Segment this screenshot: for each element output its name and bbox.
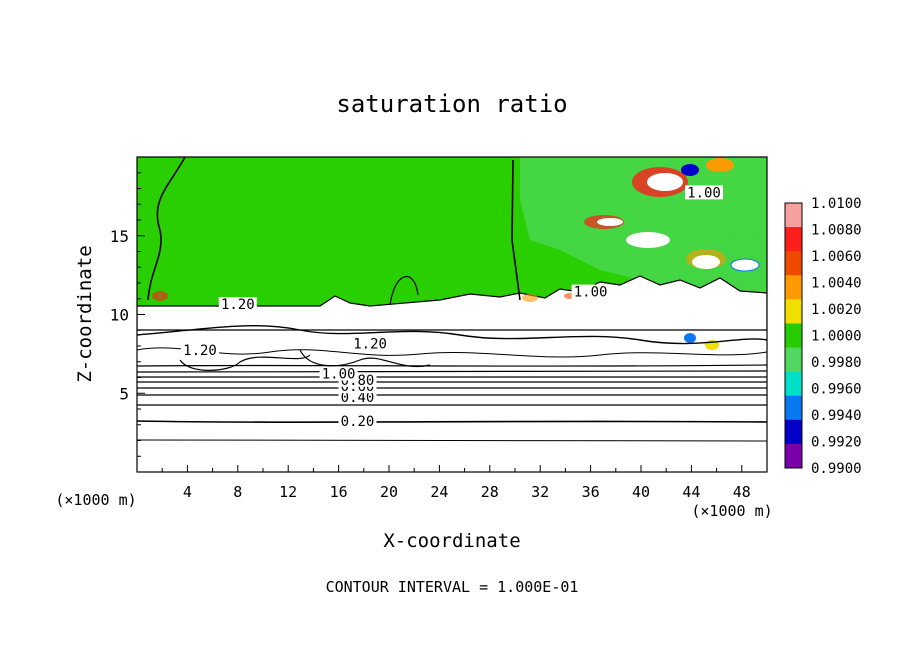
colorbar-frame [784, 202, 803, 469]
y-axis-unit: (×1000 m) [55, 491, 136, 509]
colorbar-swatch [785, 227, 802, 252]
colorbar-swatch [785, 443, 802, 469]
colorbar-level-label: 1.0040 [811, 276, 862, 292]
colorbar-level-label: 1.0020 [811, 302, 862, 318]
x-tick-label: 44 [682, 483, 700, 501]
colorbar-swatch [785, 323, 802, 349]
x-tick-label: 40 [632, 483, 650, 501]
chart-title: saturation ratio [336, 90, 567, 118]
contour-label-bg [181, 342, 219, 357]
layer-contour-100 [137, 364, 767, 367]
colorbar-swatch [785, 419, 802, 445]
y-tick-label: 5 [119, 384, 129, 403]
x-tick-label: 32 [531, 483, 549, 501]
layer-contour-020 [137, 420, 767, 423]
colorbar-level-label: 1.0080 [811, 223, 862, 239]
contour-label: 0.40 [341, 390, 375, 406]
contour-labels: 0.200.400.600.801.001.201.20 1.201.001.00 [181, 185, 723, 430]
colorbar-swatch [785, 275, 802, 300]
contour-label-bg [338, 390, 377, 405]
plot-area: 0.200.400.600.801.001.201.20 1.201.001.00 [137, 157, 767, 472]
colorbar-swatch [785, 347, 802, 373]
x-tick-label: 24 [430, 483, 448, 501]
contour-label: 1.00 [322, 367, 356, 383]
upper-contour-mid [511, 159, 521, 301]
contour-label: 0.20 [341, 414, 375, 430]
x-tick-label: 12 [279, 483, 297, 501]
contour-lines [137, 157, 767, 442]
layer-contour-010 [137, 439, 767, 442]
colorbar-level-label: 0.9900 [811, 461, 862, 477]
x-tick-label: 20 [380, 483, 398, 501]
y-tick-label: 15 [110, 227, 129, 246]
x-tick-label: 4 [183, 483, 192, 501]
contour-interval-footer: CONTOUR INTERVAL = 1.000E-01 [326, 578, 579, 596]
colorbar-level-label: 0.9960 [811, 382, 862, 398]
contour-label-bg [685, 185, 723, 200]
x-axis-label: X-coordinate [383, 530, 520, 552]
cloud-contour-c [179, 354, 311, 371]
colorbar-swatch [785, 203, 802, 228]
contour-label: 1.20 [221, 297, 255, 313]
cloud-region [137, 306, 767, 472]
x-axis: 4 8 12 16 20 24 28 32 36 40 44 48 [161, 465, 751, 501]
colorbar-swatch [785, 299, 802, 324]
contour-label: 1.00 [687, 185, 721, 201]
layer-contour-080 [137, 370, 767, 373]
x-tick-label: 16 [330, 483, 348, 501]
x-tick-label: 36 [582, 483, 600, 501]
cloud-contour-a [137, 325, 767, 345]
colorbar-level-label: 0.9980 [811, 355, 862, 371]
y-axis-label: Z-coordinate [74, 245, 96, 382]
x-tick-label: 28 [481, 483, 499, 501]
contour-label-bg [218, 297, 257, 312]
contour-label-bg [571, 284, 610, 299]
colored-speckles [152, 158, 760, 350]
cloud-contour-b [137, 347, 767, 358]
colorbar: 1.0100 1.0080 1.0060 1.0040 1.0020 1.0000 0.99… [784, 196, 862, 477]
upper-contour-bump [389, 276, 419, 306]
upper-contour-left [147, 157, 186, 301]
x-tick-label: 48 [733, 483, 751, 501]
contour-label: 1.20 [183, 343, 217, 359]
colorbar-level-label: 0.9940 [811, 408, 862, 424]
colorbar-swatch [785, 251, 802, 276]
x-tick-label: 8 [233, 483, 242, 501]
colorbar-swatch [785, 395, 802, 421]
contour-label: 1.00 [574, 285, 608, 301]
contour-label: 1.20 [353, 337, 387, 353]
x-axis-unit: (×1000 m) [691, 502, 772, 520]
colorbar-level-label: 0.9920 [811, 435, 862, 451]
y-axis: 5 10 15 [110, 172, 145, 457]
colorbar-level-label: 1.0100 [811, 196, 862, 212]
y-tick-label: 10 [110, 306, 129, 325]
contour-label-bg [319, 366, 358, 381]
colorbar-swatch [785, 371, 802, 397]
contour-label-bg [351, 336, 390, 351]
colorbar-level-label: 1.0060 [811, 249, 862, 265]
colorbar-level-label: 1.0000 [811, 329, 862, 345]
contour-label-bg [338, 413, 377, 428]
